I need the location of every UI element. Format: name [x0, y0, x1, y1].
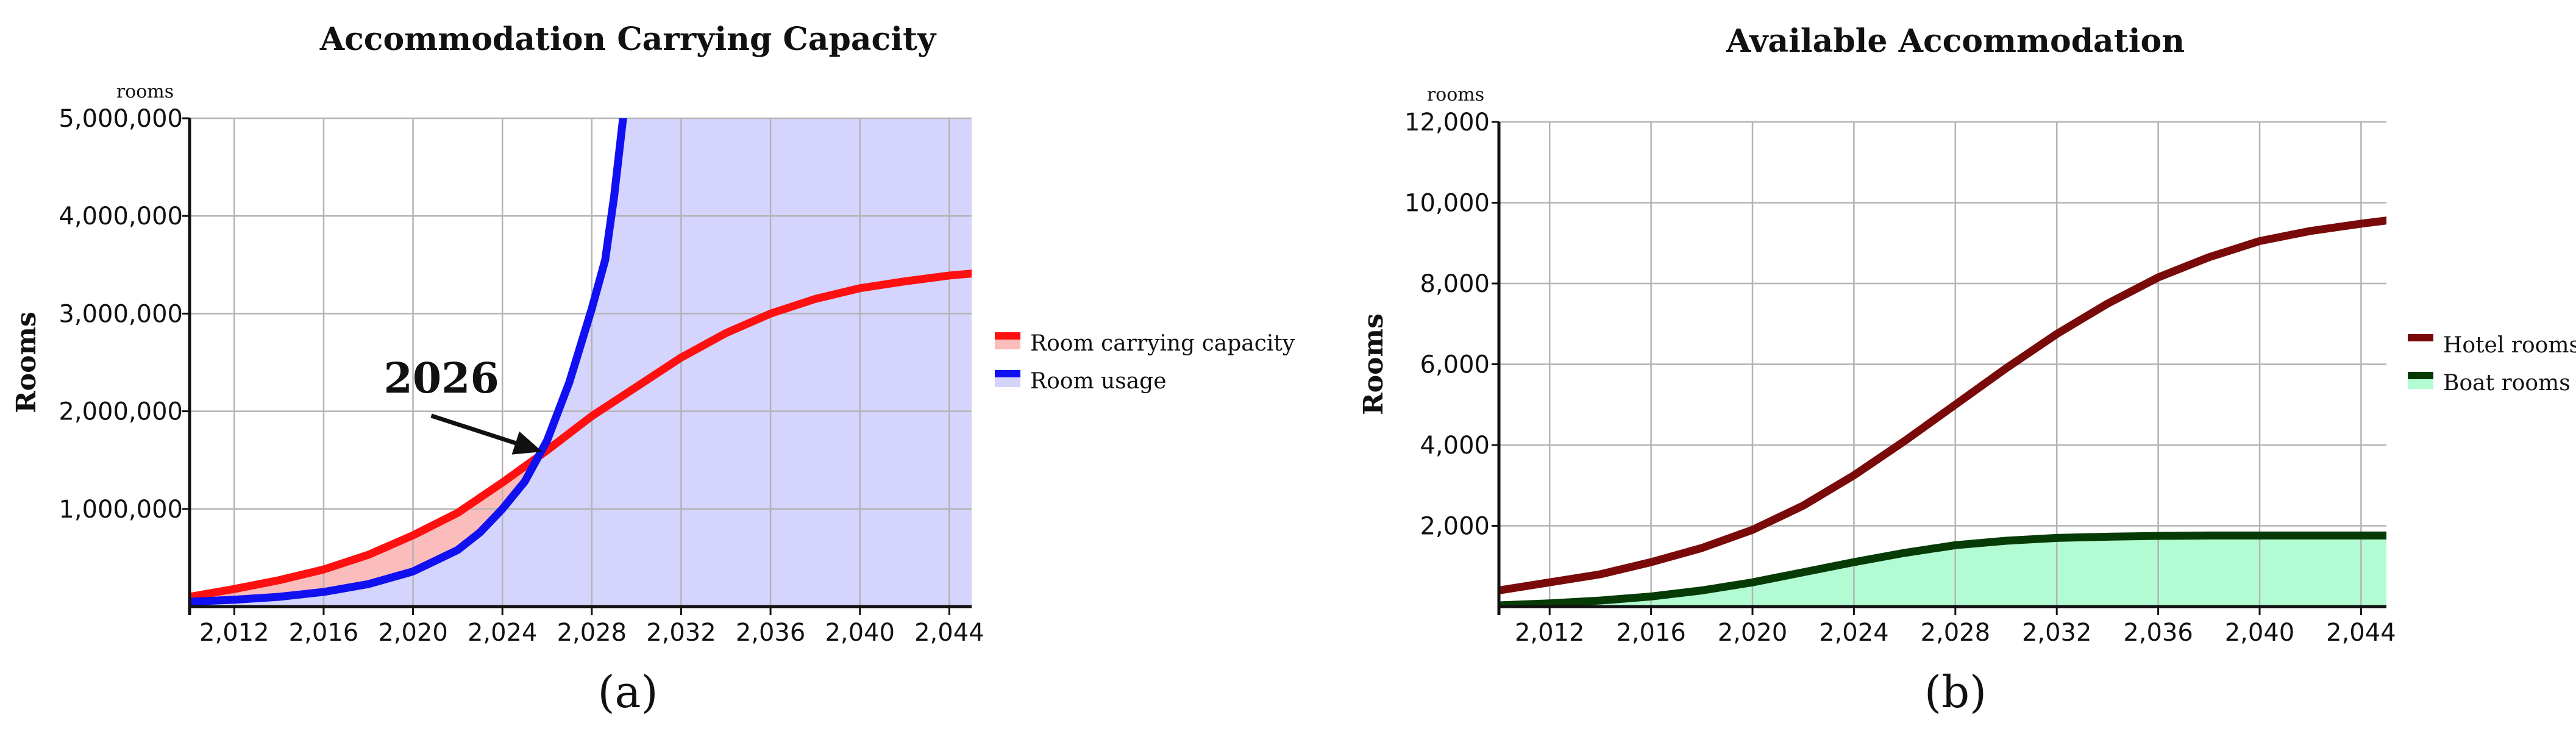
x-tick-label: 2,036	[736, 619, 806, 647]
y-tick-label: 12,000	[1404, 109, 1490, 137]
y-tick-label: 4,000	[1420, 432, 1490, 460]
annotation-arrow-shaft	[430, 413, 530, 450]
y-tick-label: 6,000	[1420, 351, 1490, 379]
panel-label: (a)	[597, 666, 658, 718]
y-axis-label: Rooms	[1358, 313, 1389, 415]
chart-title: Available Accommodation	[1726, 23, 2185, 60]
x-tick-label: 2,020	[378, 619, 448, 647]
room-usage-area	[190, 118, 972, 607]
x-tick-label: 2,044	[914, 619, 984, 647]
x-tick-label: 2,024	[468, 619, 538, 647]
room-capacity-area	[190, 453, 543, 602]
boat-rooms-line	[1499, 531, 2386, 607]
y-unit-label: rooms	[116, 81, 174, 102]
x-tick-label: 2,024	[1819, 619, 1889, 647]
y-tick-label: 2,000,000	[59, 398, 183, 426]
x-tick-label: 2,020	[1718, 619, 1788, 647]
x-tick-label: 2,040	[825, 619, 895, 647]
annotation-label: 2026	[384, 354, 499, 403]
legend-swatch-line	[2408, 372, 2433, 379]
x-tick-label: 2,012	[1515, 619, 1585, 647]
y-axis-label: Rooms	[11, 312, 42, 413]
x-tick-label: 2,044	[2326, 619, 2396, 647]
legend-label: Room usage	[1030, 369, 1167, 394]
x-tick-label: 2,028	[1921, 619, 1991, 647]
hotel-rooms-line	[1499, 216, 2386, 594]
room-usage-line	[190, 118, 627, 606]
x-tick-label: 2,016	[1616, 619, 1686, 647]
legend-swatch-line	[995, 332, 1020, 340]
x-tick-label: 2,012	[199, 619, 269, 647]
y-tick-label: 8,000	[1420, 270, 1490, 298]
y-tick-label: 2,000	[1420, 513, 1490, 541]
y-tick-label: 1,000,000	[59, 496, 183, 524]
legend-label: Room carrying capacity	[1030, 331, 1295, 356]
x-tick-label: 2,028	[557, 619, 627, 647]
room-carrying-capacity-line	[190, 269, 972, 601]
x-tick-label: 2,036	[2123, 619, 2193, 647]
y-tick-label: 4,000,000	[59, 202, 183, 230]
x-tick-label: 2,032	[646, 619, 716, 647]
y-unit-label: rooms	[1427, 84, 1484, 105]
x-tick-label: 2,040	[2225, 619, 2295, 647]
x-tick-label: 2,016	[289, 619, 359, 647]
x-tick-label: 2,032	[2022, 619, 2092, 647]
legend-swatch-line	[995, 370, 1020, 377]
y-tick-label: 3,000,000	[59, 300, 183, 328]
chart-title: Accommodation Carrying Capacity	[319, 21, 937, 58]
panel-label: (b)	[1924, 666, 1987, 718]
y-tick-label: 5,000,000	[59, 105, 183, 133]
annotation-arrow-head	[511, 431, 543, 455]
legend-label: Hotel rooms	[2443, 333, 2576, 358]
y-tick-label: 10,000	[1404, 190, 1490, 218]
legend-swatch-line	[2408, 334, 2433, 341]
legend-label: Boat rooms	[2443, 371, 2571, 396]
